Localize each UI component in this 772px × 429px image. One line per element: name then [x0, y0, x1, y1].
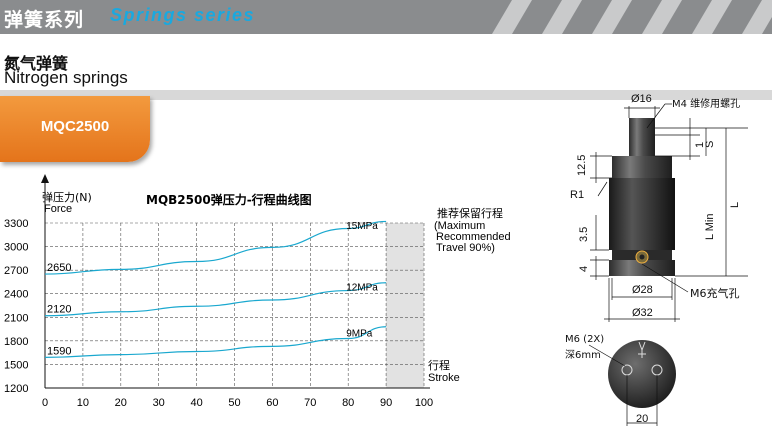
reserved-label-cn: 推荐保留行程	[437, 206, 503, 220]
x-tick-label: 40	[190, 397, 202, 409]
banner-title-en: Springs series	[110, 5, 256, 25]
x-tick-label: 20	[115, 397, 127, 409]
section-heading-cn: 氮气弹簧	[4, 54, 69, 73]
series-name-label: 12MPa	[346, 283, 378, 294]
series-start-label: 1590	[47, 345, 71, 357]
chart-xlabel-cn: 行程	[428, 359, 450, 372]
base-spacing-label: 20	[636, 413, 648, 425]
y-tick-label: 2100	[4, 312, 28, 324]
dim-l: L	[729, 202, 741, 208]
y-axis-arrow	[41, 174, 49, 183]
y-tick-label: 2400	[4, 289, 28, 301]
spring-technical-drawing: Ø16 M4 维修用螺孔 12.5 R1 1 S L Min L 3.5 4 Ø…	[565, 93, 748, 426]
chart-ylabel-en: Force	[44, 203, 72, 215]
series-line	[44, 282, 387, 317]
chart-ylabel-cn: 弹压力(N)	[42, 190, 92, 204]
charge-hole-label: M6充气孔	[690, 286, 740, 300]
y-tick-label: 1500	[4, 359, 28, 371]
dim-12-5: 12.5	[576, 155, 588, 176]
dim-s: S	[704, 141, 716, 148]
x-tick-label: 30	[153, 397, 165, 409]
series-start-label: 2650	[47, 262, 71, 274]
dia-16-label: Ø16	[631, 93, 652, 105]
x-tick-label: 70	[304, 397, 316, 409]
spring-body	[609, 118, 675, 276]
dim-4: 4	[578, 266, 590, 272]
reserved-label-en-1: (Maximum	[434, 220, 485, 232]
base-depth-label: 深6mm	[565, 349, 601, 361]
series-line	[44, 220, 387, 275]
reserved-label-en-3: Travel 90%)	[436, 242, 495, 254]
chart-xlabel-en: Stroke	[428, 372, 460, 384]
series-name-label: 15MPa	[346, 221, 378, 232]
y-tick-label: 1200	[4, 383, 28, 395]
y-tick-label: 2700	[4, 265, 28, 277]
base-end-view	[588, 340, 676, 426]
series-name-label: 9MPa	[346, 329, 373, 340]
header-banner: 弹簧系列 Springs series	[0, 0, 772, 34]
dia-28-label: Ø28	[632, 284, 653, 296]
chart-title: MQB2500弹压力-行程曲线图	[146, 192, 312, 207]
thread-note: M4 维修用螺孔	[672, 97, 740, 110]
stripe-pattern	[492, 0, 772, 34]
dim-1: 1	[694, 142, 706, 148]
x-tick-label: 90	[380, 397, 392, 409]
x-tick-label: 50	[228, 397, 240, 409]
section-heading-en: Nitrogen springs	[4, 68, 128, 87]
radius-label: R1	[570, 189, 584, 201]
reserved-travel-region	[386, 223, 424, 388]
dia-32-label: Ø32	[632, 307, 653, 319]
dim-l-min: L Min	[704, 214, 716, 241]
dim-3-5: 3.5	[578, 227, 590, 242]
model-tab	[0, 96, 150, 162]
x-tick-label: 0	[42, 397, 48, 409]
y-tick-label: 3300	[4, 218, 28, 230]
banner-title-cn: 弹簧系列	[4, 9, 85, 31]
model-label: MQC2500	[40, 118, 110, 135]
y-tick-label: 1800	[4, 336, 28, 348]
x-tick-label: 10	[77, 397, 89, 409]
base-thread-label: M6 (2X)	[565, 334, 604, 345]
x-tick-label: 100	[415, 397, 433, 409]
divider-bar	[0, 90, 772, 100]
force-stroke-chart: 弹压力(N) Force MQB2500弹压力-行程曲线图 推荐保留行程 (Ma…	[4, 174, 511, 409]
series-line	[44, 326, 387, 358]
x-tick-label: 60	[266, 397, 278, 409]
y-tick-label: 3000	[4, 242, 28, 254]
reserved-label-en-2: Recommended	[436, 231, 511, 243]
series-start-label: 2120	[47, 304, 71, 316]
x-tick-label: 80	[342, 397, 354, 409]
